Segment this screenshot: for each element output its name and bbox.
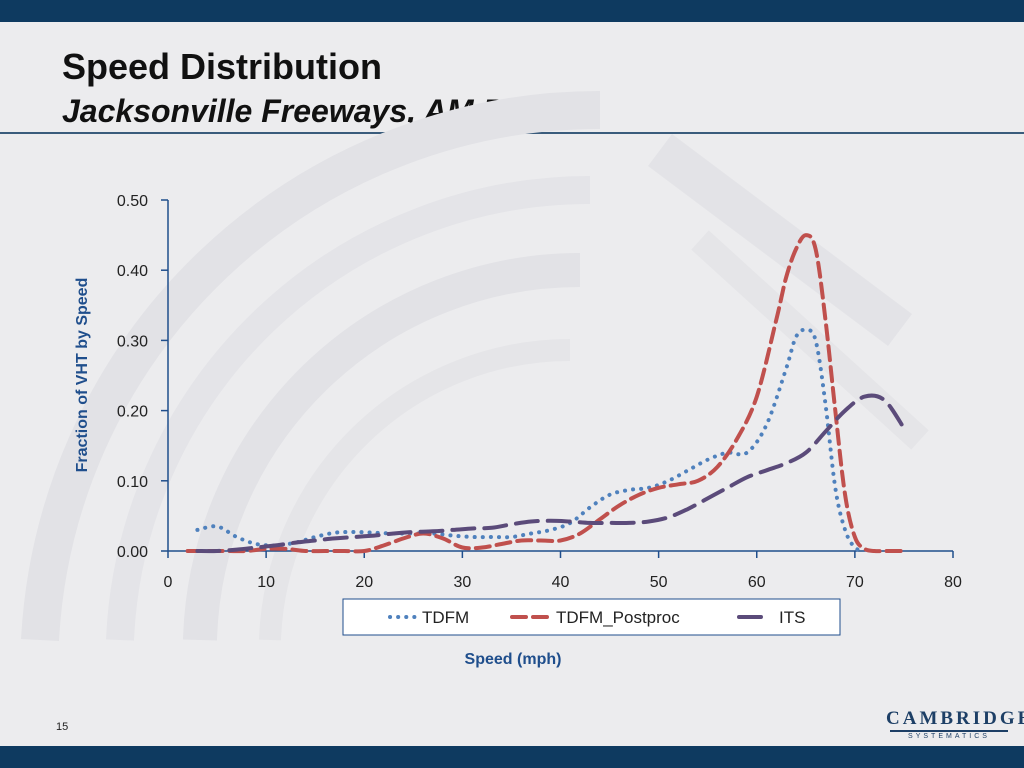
x-tick-label: 30 xyxy=(453,574,471,591)
x-tick-label: 80 xyxy=(944,574,962,591)
x-tick-label: 40 xyxy=(552,574,570,591)
x-tick-label: 10 xyxy=(257,574,275,591)
y-tick-label: 0.20 xyxy=(117,404,148,421)
legend-label-its: ITS xyxy=(779,608,805,627)
header-band xyxy=(0,0,1024,22)
watermark-arc xyxy=(259,339,571,641)
x-axis-title: Speed (mph) xyxy=(465,651,562,668)
watermark-arc xyxy=(691,230,929,450)
y-tick-label: 0.10 xyxy=(117,474,148,491)
logo-tagline: SYSTEMATICS xyxy=(890,730,1008,741)
x-tick-label: 60 xyxy=(748,574,766,591)
watermark-arc xyxy=(106,175,591,641)
watermark-arc xyxy=(648,134,912,346)
y-tick-label: 0.00 xyxy=(117,544,148,561)
page-number: 15 xyxy=(56,721,69,733)
company-logo: CAMBRIDGE SYSTEMATICS xyxy=(886,708,1024,741)
x-tick-label: 0 xyxy=(164,574,173,591)
background-watermark xyxy=(21,90,929,642)
series-its xyxy=(195,393,906,554)
x-tick-label: 70 xyxy=(846,574,864,591)
logo-name: CAMBRIDGE xyxy=(886,708,1024,729)
x-tick-label: 20 xyxy=(355,574,373,591)
slide-title: Speed Distribution xyxy=(62,46,383,87)
y-tick-label: 0.40 xyxy=(117,263,148,280)
y-tick-label: 0.30 xyxy=(117,333,148,350)
y-axis-title: Fraction of VHT by Speed xyxy=(74,278,91,473)
legend-label-tdfm: TDFM xyxy=(422,608,469,627)
x-tick-label: 50 xyxy=(650,574,668,591)
watermark-arc xyxy=(183,253,581,641)
series-tdfm-postproc xyxy=(185,233,906,554)
watermark-arc xyxy=(21,90,601,642)
footer-band xyxy=(0,746,1024,768)
legend: TDFM TDFM_Postproc ITS xyxy=(342,598,841,636)
y-tick-label: 0.50 xyxy=(117,193,148,210)
speed-distribution-chart: 0.00 0.10 0.20 0.30 0.40 0.50 0 10 20 30 40 50 60 70… xyxy=(21,90,962,668)
legend-label-tdfm-postproc: TDFM_Postproc xyxy=(556,608,680,627)
